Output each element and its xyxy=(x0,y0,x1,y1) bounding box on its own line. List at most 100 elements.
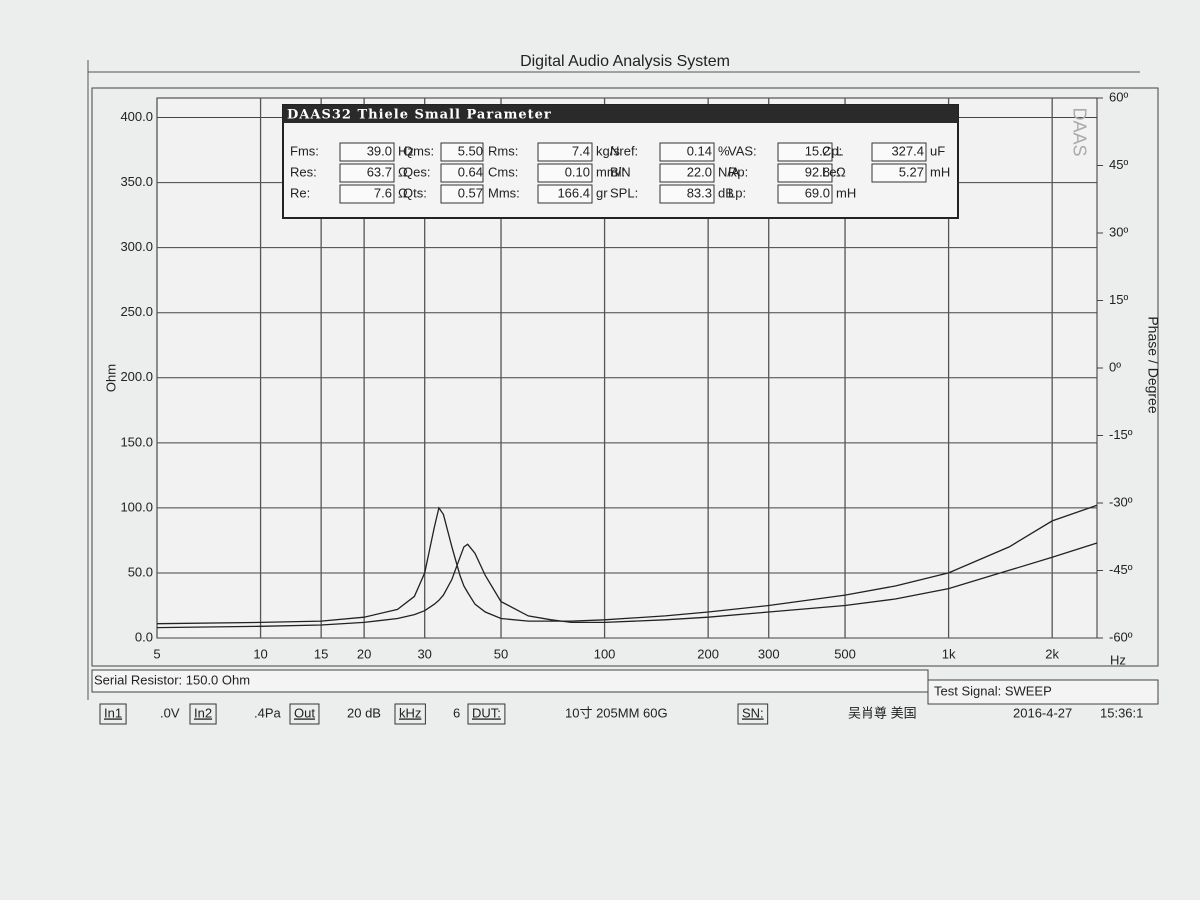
param-value: 69.0 xyxy=(805,185,830,200)
footer-item: 6 xyxy=(453,705,460,720)
param-value-box xyxy=(871,163,927,183)
y2-tick-label: -60º xyxy=(1109,629,1133,644)
chart-title: Digital Audio Analysis System xyxy=(520,53,730,70)
impedance-curve xyxy=(156,504,1098,625)
footer-item: DUT: xyxy=(472,705,501,720)
param-label: Qes: xyxy=(403,164,430,179)
panel-title-bar xyxy=(283,105,958,123)
impedance-curve xyxy=(156,542,1098,629)
param-value-box xyxy=(440,184,484,204)
y-tick-label: 350.0 xyxy=(120,174,153,189)
param-value-box xyxy=(537,142,593,162)
x-tick-label: 30 xyxy=(417,646,431,661)
param-value-box xyxy=(537,163,593,183)
param-value: 39.0 xyxy=(367,143,392,158)
param-unit: mm/N xyxy=(596,164,631,179)
param-unit: N/A xyxy=(718,164,740,179)
y2-tick-label: 60º xyxy=(1109,89,1128,104)
y-axis-label: Ohm xyxy=(103,364,118,392)
y-tick-label: 0.0 xyxy=(135,629,153,644)
param-value-box xyxy=(777,142,833,162)
footer-box xyxy=(99,703,127,725)
param-value: 7.6 xyxy=(374,185,392,200)
param-value-box xyxy=(777,184,833,204)
y2-tick-label: 45º xyxy=(1109,157,1128,172)
param-value-box xyxy=(339,163,395,183)
param-label: Fms: xyxy=(290,143,319,158)
y2-tick-label: -30º xyxy=(1109,494,1133,509)
param-value: 166.4 xyxy=(557,185,590,200)
param-value: 327.4 xyxy=(891,143,924,158)
param-label: Le: xyxy=(822,164,840,179)
param-value-box xyxy=(537,184,593,204)
param-value-box xyxy=(440,163,484,183)
param-value: 63.7 xyxy=(367,164,392,179)
plot-border xyxy=(91,87,1159,667)
param-label: Mms: xyxy=(488,185,520,200)
param-value: 0.14 xyxy=(687,143,712,158)
footer-item: .4Pa xyxy=(254,705,282,720)
param-value-box xyxy=(777,163,833,183)
x-tick-label: 10 xyxy=(253,646,267,661)
x-axis-label: Hz xyxy=(1110,652,1126,667)
param-value-box xyxy=(440,142,484,162)
param-label: Re: xyxy=(290,185,310,200)
param-label: Lp: xyxy=(728,185,746,200)
y-tick-label: 300.0 xyxy=(120,239,153,254)
param-value-box xyxy=(659,142,715,162)
corner-mark: DAAS xyxy=(1069,107,1089,156)
x-tick-label: 2k xyxy=(1045,646,1059,661)
footer-item: In1 xyxy=(104,705,122,720)
param-unit: mH xyxy=(930,164,950,179)
param-label: Rms: xyxy=(488,143,518,158)
x-tick-label: 200 xyxy=(697,646,719,661)
param-label: Cms: xyxy=(488,164,518,179)
footer-item: 10寸 205MM 60G xyxy=(565,705,668,720)
footer-item: 15:36:1 xyxy=(1100,705,1143,720)
param-unit: Ω xyxy=(836,164,846,179)
x-tick-label: 300 xyxy=(758,646,780,661)
param-label: Qts: xyxy=(403,185,427,200)
param-unit: L xyxy=(836,143,843,158)
footer-box xyxy=(394,703,426,725)
param-label: Qms: xyxy=(403,143,434,158)
x-tick-label: 50 xyxy=(494,646,508,661)
param-value: 15.2 xyxy=(805,143,830,158)
footer-item: 20 dB xyxy=(347,705,381,720)
x-tick-label: 15 xyxy=(314,646,328,661)
footer-item: kHz xyxy=(399,705,421,720)
param-label: Nref: xyxy=(610,143,638,158)
x-tick-label: 500 xyxy=(834,646,856,661)
footer-item: SN: xyxy=(742,705,764,720)
x-tick-label: 1k xyxy=(942,646,956,661)
param-value: 7.4 xyxy=(572,143,590,158)
param-label: Res: xyxy=(290,164,317,179)
y2-tick-label: -15º xyxy=(1109,427,1133,442)
footer-item: 吴肖尊 美国 xyxy=(848,705,917,720)
y2-tick-label: 0º xyxy=(1109,359,1121,374)
y-tick-label: 100.0 xyxy=(120,499,153,514)
footer-row: In1 .0V In2 .4Pa Out 20 dB kHz 6 DUT: 10寸 205MM 6… xyxy=(99,703,1143,725)
y2-tick-label: 30º xyxy=(1109,224,1128,239)
footer-box xyxy=(289,703,320,725)
param-unit: kg/s xyxy=(596,143,620,158)
param-value: 0.57 xyxy=(458,185,483,200)
x-tick-label: 20 xyxy=(357,646,371,661)
panel-title: DAAS32 Thiele Small Parameter xyxy=(287,108,552,123)
param-label: Bl: xyxy=(610,164,625,179)
y-tick-label: 50.0 xyxy=(128,564,153,579)
test-signal: Test Signal: SWEEP xyxy=(934,683,1052,698)
param-unit: Hz xyxy=(398,143,414,158)
param-value: 5.50 xyxy=(458,143,483,158)
y-tick-label: 400.0 xyxy=(120,109,153,124)
footer-item: .0V xyxy=(160,705,180,720)
param-unit: Ω xyxy=(398,185,408,200)
param-value: 0.64 xyxy=(458,164,483,179)
param-unit: uF xyxy=(930,143,945,158)
param-value-box xyxy=(339,184,395,204)
footer-item: 2016-4-27 xyxy=(1013,705,1072,720)
param-unit: gr xyxy=(596,185,608,200)
